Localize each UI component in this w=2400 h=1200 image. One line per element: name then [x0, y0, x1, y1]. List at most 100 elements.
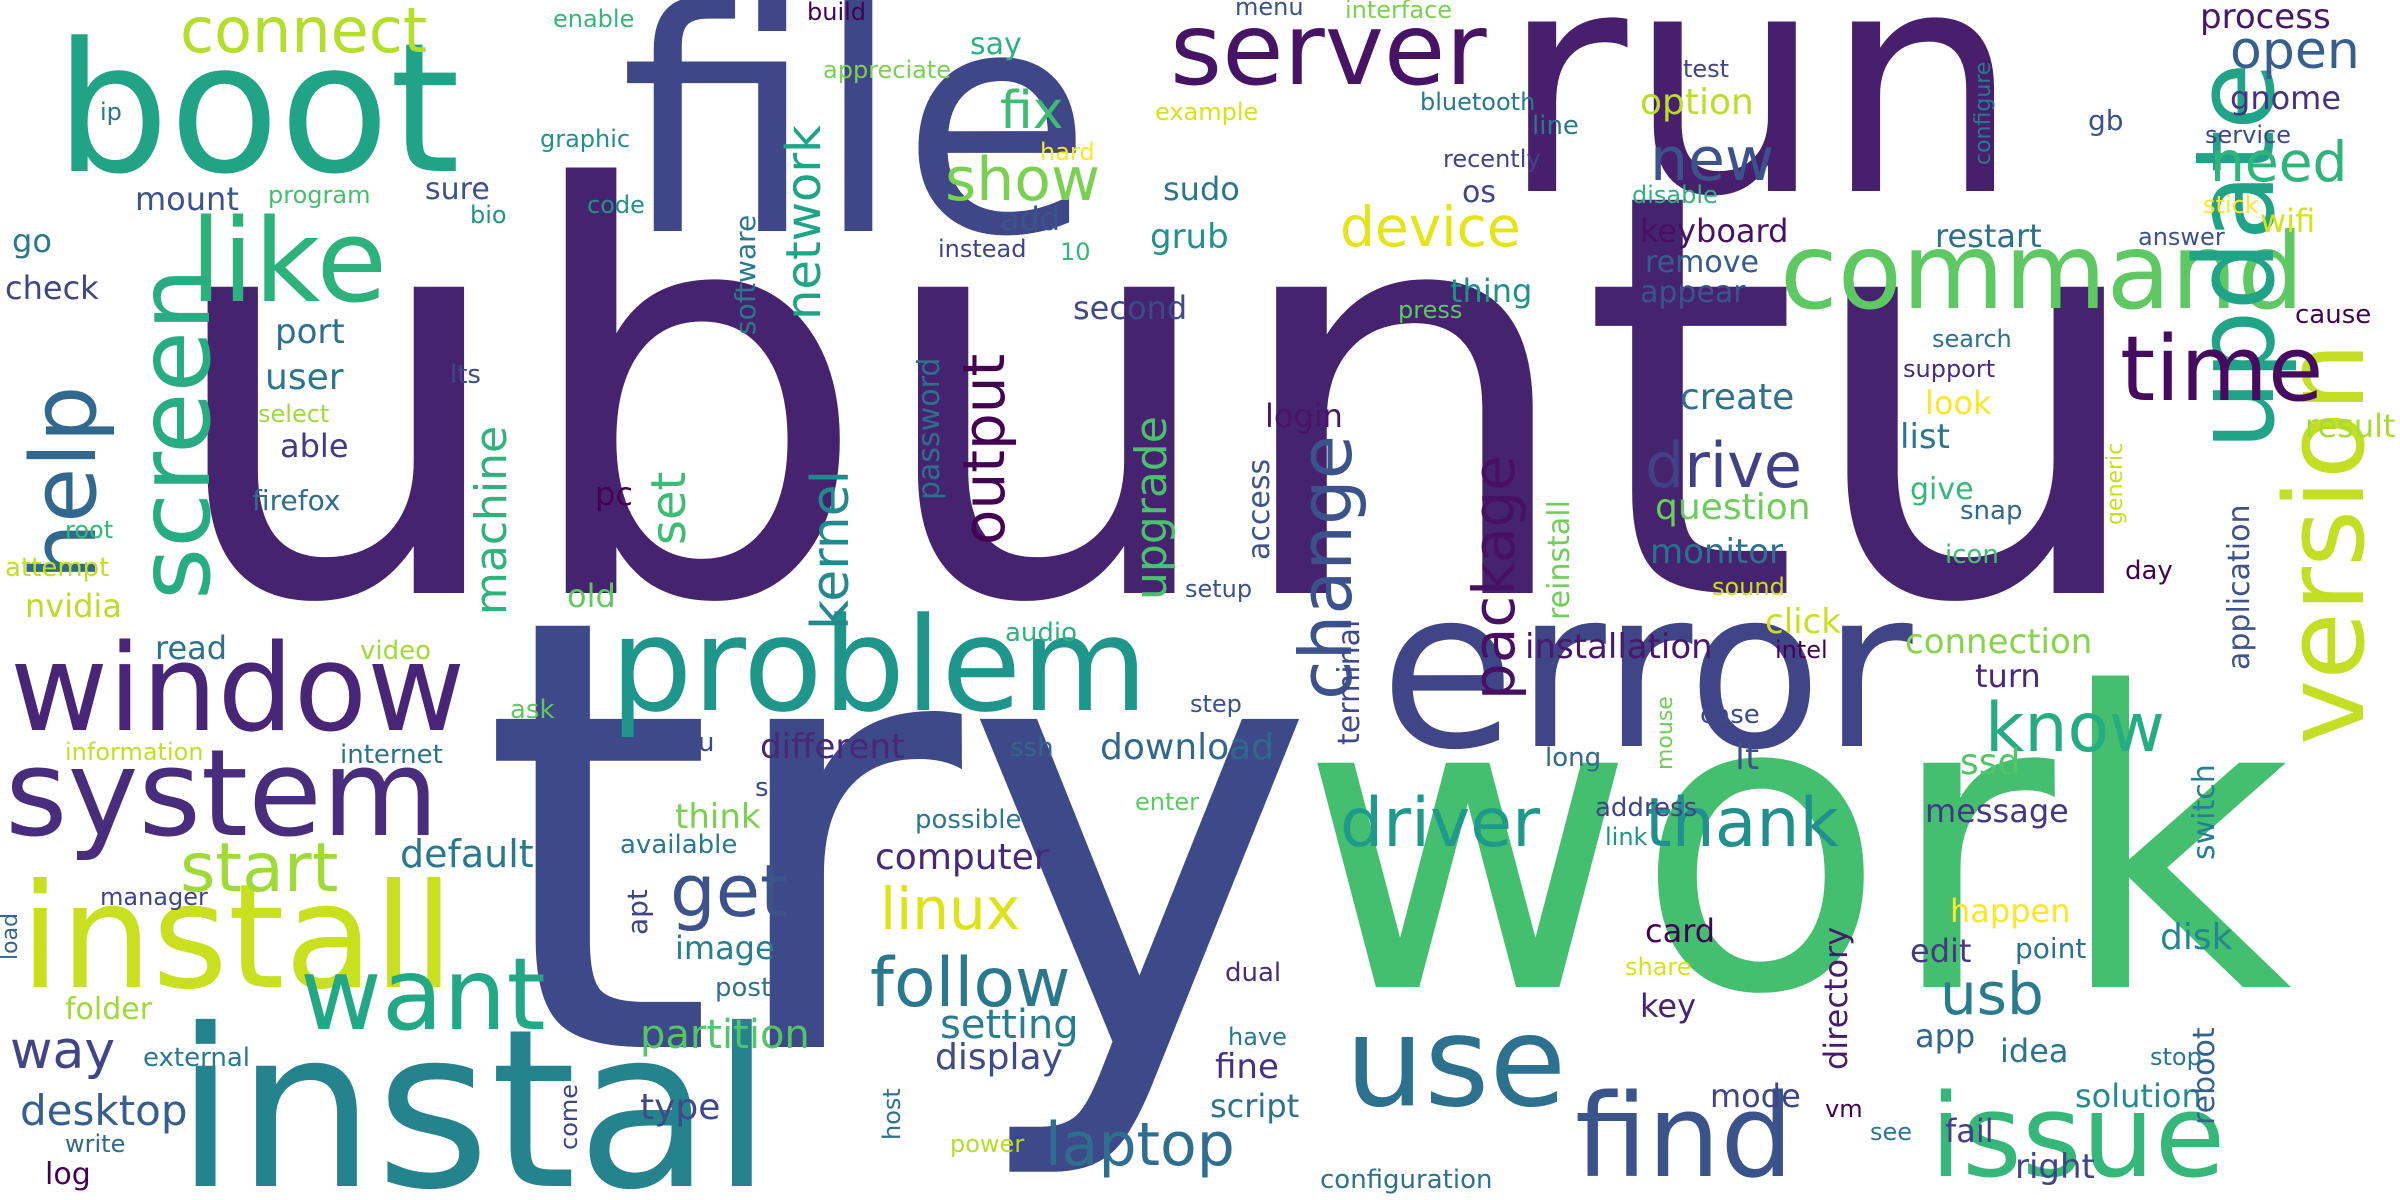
word-need: need [2210, 130, 2348, 194]
word-command: command [1780, 211, 2305, 333]
word-cause: cause [2295, 300, 2372, 330]
word-instal: instal [175, 982, 773, 1200]
word-port: port [275, 312, 345, 352]
word-software: software [729, 214, 762, 335]
word-see: see [1870, 1118, 1913, 1146]
word-sure: sure [425, 172, 490, 207]
word-folder: folder [65, 992, 153, 1027]
word-menu: menu [1235, 0, 1304, 21]
word-load: load [0, 912, 23, 960]
word-give: give [1910, 472, 1974, 507]
word-happen: happen [1950, 892, 2071, 930]
word-build: build [807, 0, 867, 26]
word-root: root [65, 516, 114, 544]
word-want: want [300, 936, 546, 1053]
word-way: way [10, 1021, 116, 1081]
word-configure: configure [1971, 61, 1996, 165]
word-restart: restart [1935, 217, 2042, 255]
word-mode: mode [1710, 1077, 1801, 1115]
word-try: try [480, 490, 1318, 1189]
word-go: go [12, 222, 52, 260]
word-desktop: desktop [20, 1086, 188, 1135]
word-computer: computer [875, 837, 1049, 878]
word-switch: switch [2187, 764, 2222, 860]
word-user: user [265, 357, 344, 398]
word-address: address [1595, 793, 1698, 823]
word-list: list [1900, 417, 1950, 457]
word-thank: thank [1645, 784, 1839, 863]
word-graphic: graphic [540, 125, 631, 153]
word-machine: machine [466, 425, 517, 615]
word-fine: fine [1215, 1047, 1279, 1087]
word-appear: appear [1640, 275, 1746, 310]
word-password: password [912, 357, 947, 500]
word-case: case [1700, 700, 1760, 730]
word-connect: connect [180, 0, 428, 67]
word-installation: installation [1525, 627, 1713, 667]
word-lts: lts [450, 360, 481, 390]
word-disable: disable [1632, 181, 1718, 209]
word-issue: issue [1930, 1070, 2226, 1200]
word-example: example [1155, 98, 1259, 126]
word-gb: gb [2088, 104, 2124, 137]
word-recently: recently [1443, 145, 1541, 173]
word-information: information [65, 738, 204, 766]
word-connection: connection [1905, 622, 2093, 662]
word-error: error [1380, 542, 1913, 798]
word-10: 10 [1060, 238, 1091, 266]
word-think: think [675, 797, 761, 837]
word-have: have [1228, 1023, 1287, 1051]
word-partition: partition [640, 1012, 810, 1058]
word-long: long [1545, 743, 1602, 773]
word-know: know [1985, 689, 2165, 768]
word-use: use [1345, 990, 1567, 1135]
word-sound: sound [1712, 573, 1785, 601]
word-edit: edit [1910, 932, 1972, 970]
word-fix: fix [1000, 81, 1064, 141]
word-os: os [1462, 175, 1496, 210]
word-stick: stick [2203, 191, 2259, 219]
word-write: write [65, 1130, 126, 1158]
word-turn: turn [1975, 657, 2041, 695]
word-window: window [10, 620, 466, 759]
word-access: access [1242, 458, 1277, 560]
word-usb: usb [1940, 960, 2044, 1028]
word-network: network [776, 125, 832, 320]
word-ssh: ssh [1010, 733, 1054, 763]
word-setup: setup [1185, 575, 1253, 603]
word-support: support [1903, 355, 1996, 383]
word-answer: answer [2138, 223, 2225, 251]
word-possible: possible [915, 805, 1022, 835]
word-default: default [400, 832, 534, 876]
word-come: come [555, 1083, 583, 1150]
word-find: find [1575, 1070, 1794, 1200]
word-different: different [760, 727, 905, 767]
word-download: download [1100, 727, 1275, 768]
word-read: read [155, 629, 228, 667]
word-host: host [878, 1088, 906, 1140]
word-bluetooth: bluetooth [1420, 88, 1536, 116]
word-package: package [1460, 455, 1528, 700]
word-type: type [640, 1087, 721, 1128]
word-apt: apt [621, 889, 654, 935]
word-idea: idea [2000, 1032, 2069, 1070]
word-say: say [970, 27, 1022, 62]
word-work: work [1300, 606, 2293, 1084]
word-image: image [675, 929, 775, 967]
word-power: power [950, 1130, 1025, 1158]
word-mount: mount [135, 180, 239, 218]
word-ip: ip [100, 98, 122, 126]
word-day: day [2125, 556, 2173, 586]
word-link: link [1605, 823, 1648, 851]
word-monitor: monitor [1650, 532, 1784, 572]
word-setting: setting [940, 1002, 1079, 1048]
word-point: point [2015, 932, 2087, 965]
word-gpu: gpu [665, 728, 715, 758]
word-share: share [1625, 953, 1692, 981]
word-script: script [1210, 1087, 1300, 1125]
word-snap: snap [1960, 496, 2023, 526]
word-second: second [1073, 289, 1188, 327]
word-run: run [1500, 0, 2021, 265]
word-key: key [1640, 987, 1697, 1025]
